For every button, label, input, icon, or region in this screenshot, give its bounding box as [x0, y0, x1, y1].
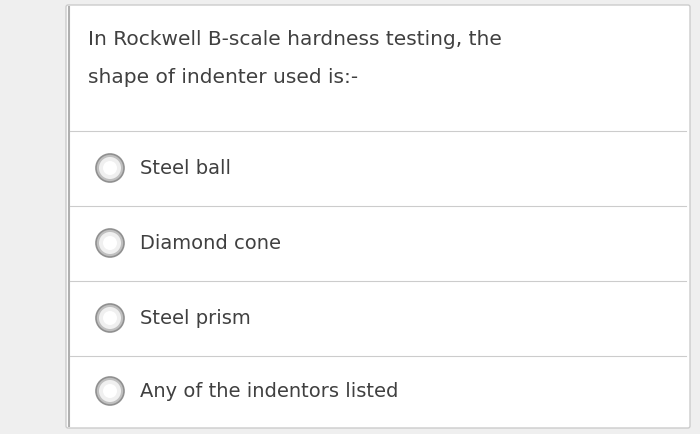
Circle shape: [96, 155, 124, 183]
Text: In Rockwell B-scale hardness testing, the: In Rockwell B-scale hardness testing, th…: [88, 30, 502, 49]
Circle shape: [99, 158, 121, 180]
Circle shape: [103, 311, 117, 325]
Circle shape: [103, 161, 117, 176]
Circle shape: [99, 233, 121, 254]
Circle shape: [99, 307, 121, 329]
Circle shape: [96, 304, 124, 332]
Text: Steel ball: Steel ball: [140, 159, 231, 178]
Circle shape: [99, 380, 121, 402]
Text: Any of the indentors listed: Any of the indentors listed: [140, 381, 398, 401]
Circle shape: [103, 237, 117, 250]
Circle shape: [96, 377, 124, 405]
Text: Diamond cone: Diamond cone: [140, 234, 281, 253]
Text: shape of indenter used is:-: shape of indenter used is:-: [88, 68, 358, 87]
FancyBboxPatch shape: [66, 6, 690, 428]
Text: Steel prism: Steel prism: [140, 309, 251, 328]
Circle shape: [96, 230, 124, 257]
Circle shape: [103, 384, 117, 398]
